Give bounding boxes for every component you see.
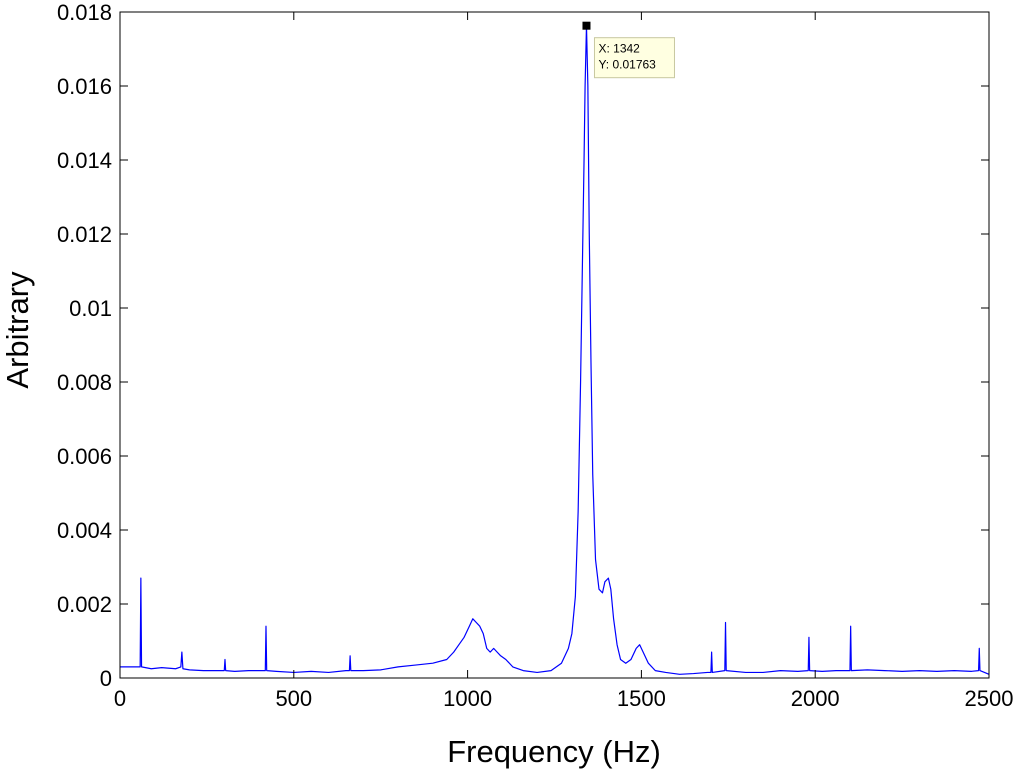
y-tick-label: 0.002 xyxy=(57,592,112,617)
datatip-y-text: Y: 0.01763 xyxy=(598,58,656,72)
datatip-x-text: X: 1342 xyxy=(598,42,640,56)
y-tick-label: 0.004 xyxy=(57,518,112,543)
axes-box xyxy=(119,11,990,679)
y-tick-label: 0.016 xyxy=(57,74,112,99)
y-tick-label: 0.014 xyxy=(57,148,112,173)
y-tick-label: 0.012 xyxy=(57,222,112,247)
y-tick-label: 0.006 xyxy=(57,444,112,469)
spectrum-line xyxy=(120,25,990,675)
x-tick-label: 1000 xyxy=(443,686,492,711)
x-tick-label: 2500 xyxy=(965,686,1014,711)
y-tick-label: 0.008 xyxy=(57,370,112,395)
x-tick-label: 2000 xyxy=(791,686,840,711)
datatip-box[interactable] xyxy=(593,37,675,79)
ticks-layer: 0 500 1000 1500 2000 2500 0 0.002 0.004 0.006 0.00… xyxy=(57,0,1014,711)
plot-area xyxy=(120,12,989,678)
x-tick-label: 1500 xyxy=(617,686,666,711)
x-tick-label: 0 xyxy=(114,686,126,711)
series-layer xyxy=(120,25,990,675)
y-axis-label: Arbitrary xyxy=(0,271,35,389)
y-tick-label: 0.018 xyxy=(57,0,112,25)
datatip[interactable]: X: 1342 Y: 0.01763 xyxy=(582,21,675,79)
x-axis-label: Frequency (Hz) xyxy=(447,734,661,769)
y-tick-label: 0.01 xyxy=(69,296,112,321)
y-tick-label: 0 xyxy=(100,666,112,691)
x-tick-label: 500 xyxy=(275,686,312,711)
datatip-marker[interactable] xyxy=(582,21,591,30)
